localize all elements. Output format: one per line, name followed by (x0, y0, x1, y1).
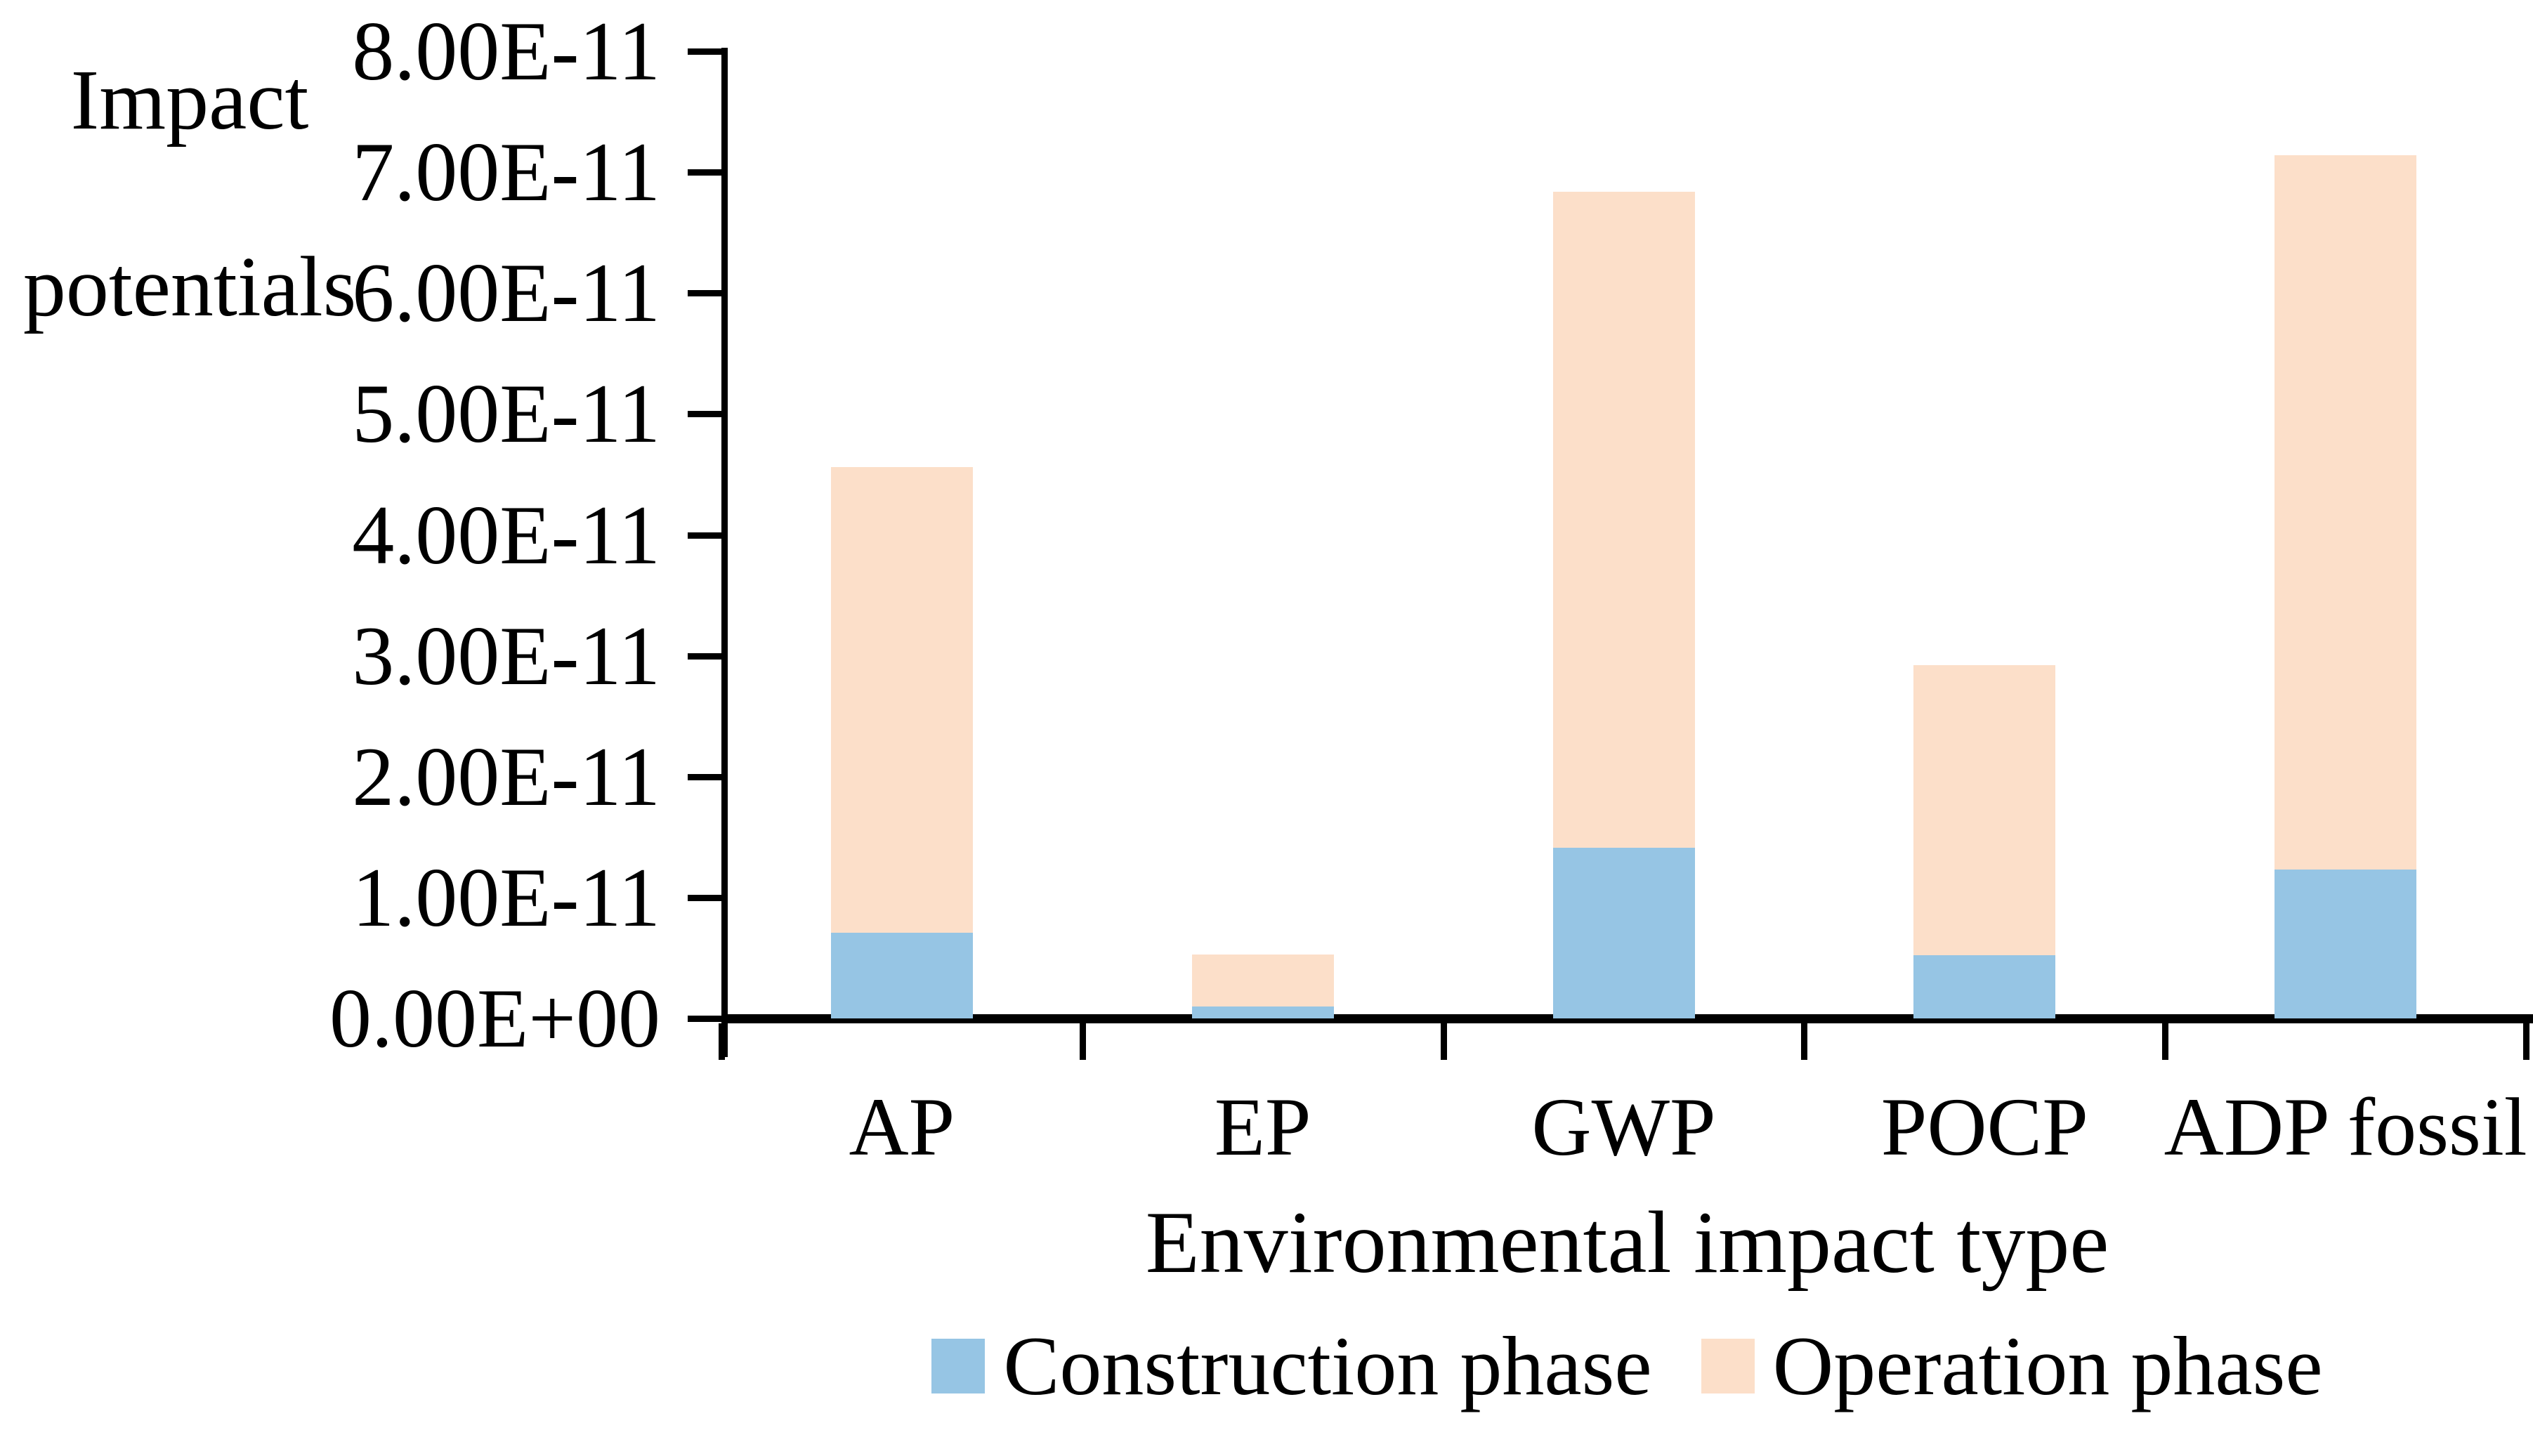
x-tick-mark (2523, 1023, 2529, 1060)
y-tick-mark (688, 1016, 721, 1022)
y-tick-label: 7.00E-11 (352, 125, 660, 219)
bar-segment-operation-AP (830, 467, 973, 933)
y-tick-mark (688, 773, 721, 780)
y-tick-label: 2.00E-11 (352, 729, 660, 823)
x-tick-mark (719, 1023, 725, 1060)
y-tick-label: 1.00E-11 (352, 850, 660, 944)
legend-label-operation: Operation phase (1772, 1319, 2323, 1412)
x-tick-mark (1440, 1023, 1447, 1060)
x-category-label-AP: AP (849, 1081, 955, 1173)
y-axis-title: Impact potentials (22, 53, 357, 334)
x-category-label-POCP: POCP (1880, 1081, 2088, 1173)
legend-item-construction: Construction phase (931, 1319, 1652, 1412)
bar-segment-operation-ADP fossil (2275, 155, 2417, 870)
bar-segment-operation-POCP (1913, 665, 2056, 956)
bar-segment-construction-ADP fossil (2275, 870, 2417, 1018)
y-tick-mark (688, 290, 721, 297)
x-axis-title: Environmental impact type (1145, 1194, 2109, 1292)
legend-item-operation: Operation phase (1701, 1320, 2323, 1412)
y-tick-label: 5.00E-11 (352, 367, 660, 461)
y-tick-label: 0.00E+00 (329, 971, 660, 1065)
bar-segment-construction-EP (1191, 1006, 1334, 1018)
bar-segment-operation-EP (1191, 954, 1334, 1006)
y-tick-label: 6.00E-11 (352, 246, 660, 340)
bar-segment-construction-POCP (1913, 955, 2056, 1018)
y-tick-mark (688, 532, 721, 539)
construction-phase-swatch-icon (931, 1339, 986, 1393)
legend: Construction phase Operation phase (721, 1320, 2533, 1412)
x-category-label-GWP: GWP (1531, 1081, 1716, 1173)
y-tick-label: 8.00E-11 (352, 4, 660, 98)
legend-label-construction: Construction phase (1003, 1319, 1652, 1412)
x-tick-mark (1801, 1023, 1808, 1060)
x-tick-mark (1079, 1023, 1086, 1060)
y-tick-mark (688, 169, 721, 176)
y-tick-mark (688, 652, 721, 660)
x-category-label-ADP fossil: ADP fossil (2164, 1081, 2527, 1173)
y-tick-mark (688, 894, 721, 901)
bar-segment-operation-GWP (1552, 191, 1695, 848)
y-tick-mark (688, 48, 721, 55)
y-tick-label: 3.00E-11 (352, 608, 660, 702)
x-category-label-EP: EP (1214, 1081, 1311, 1173)
x-tick-mark (2162, 1023, 2169, 1060)
x-axis-line (721, 1014, 2533, 1023)
operation-phase-swatch-icon (1701, 1339, 1755, 1393)
bar-segment-construction-GWP (1552, 848, 1695, 1018)
y-tick-mark (688, 411, 721, 418)
bar-segment-construction-AP (830, 932, 973, 1018)
y-tick-label: 4.00E-11 (352, 487, 660, 582)
y-axis-line (721, 48, 728, 1057)
